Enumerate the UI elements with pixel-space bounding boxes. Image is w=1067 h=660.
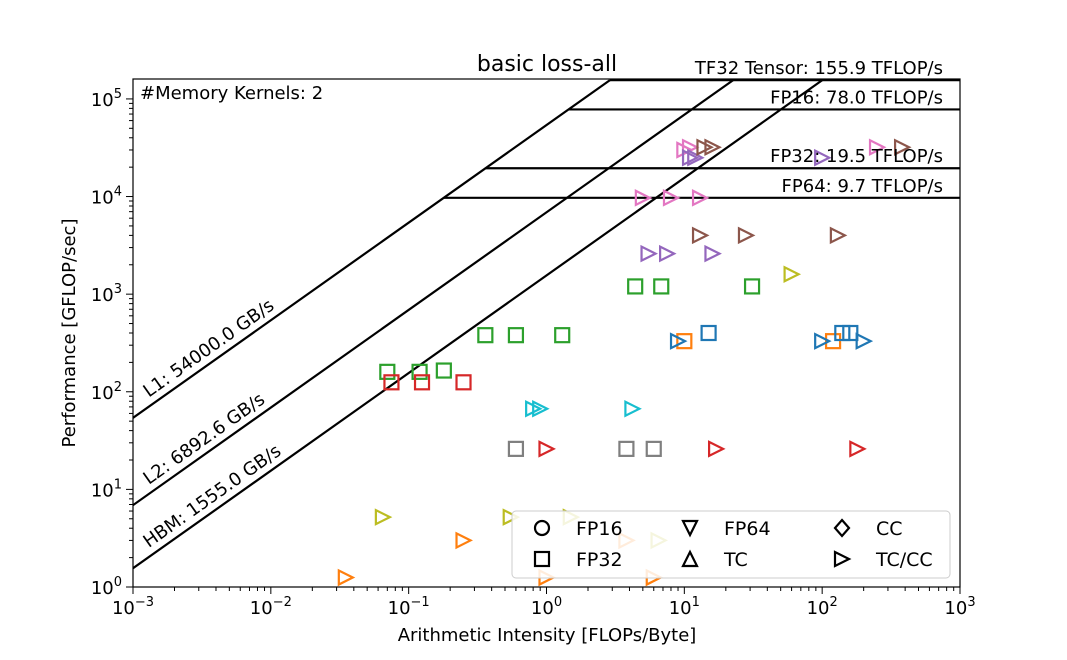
bandwidth-line [133, 79, 734, 507]
legend-label: TC [723, 549, 748, 571]
data-point [691, 226, 710, 245]
data-point [676, 333, 693, 350]
data-point [507, 327, 525, 344]
x-tick-label: 10−2 [250, 595, 292, 619]
ceiling-label: FP64: 9.7 TFLOP/s [782, 176, 943, 197]
data-point [645, 440, 662, 457]
legend-label: FP64 [724, 518, 771, 540]
data-point [554, 327, 571, 344]
x-tick-label: 10−1 [388, 595, 430, 619]
data-point [700, 324, 717, 342]
data-point [374, 508, 393, 526]
bandwidth-label: L1: 54000.0 GB/s [139, 295, 278, 402]
data-point [538, 440, 556, 458]
x-tick-label: 101 [669, 595, 700, 619]
legend-marker [833, 518, 851, 538]
data-point [814, 148, 832, 167]
legend-box [511, 510, 951, 579]
y-tick-label: 104 [91, 185, 122, 209]
ceiling-label: FP16: 78.0 TFLOP/s [770, 87, 943, 108]
data-point [691, 189, 710, 207]
data-point [704, 244, 722, 263]
data-point [640, 244, 659, 263]
y-tick-label: 102 [91, 380, 122, 404]
chart-title: basic loss-all [477, 52, 617, 77]
plot-area [133, 79, 960, 587]
data-point [737, 226, 756, 245]
data-point [662, 189, 681, 207]
data-point [669, 332, 688, 350]
data-point [379, 363, 396, 380]
legend-marker [681, 549, 699, 568]
x-tick-label: 10−3 [112, 595, 154, 619]
y-tick-label: 105 [91, 87, 122, 111]
data-point [824, 333, 842, 350]
data-point [435, 362, 452, 379]
x-tick-label: 102 [807, 595, 838, 619]
bandwidth-line [133, 79, 823, 570]
data-point [659, 244, 677, 263]
legend-label: CC [876, 518, 903, 540]
data-point [507, 440, 525, 457]
data-point [783, 265, 802, 284]
data-point [653, 278, 670, 295]
x-axis-label: Arithmetic Intensity [FLOPs/Byte] [398, 625, 697, 646]
data-point [855, 332, 874, 350]
legend-marker [681, 519, 699, 538]
data-point [532, 399, 550, 418]
data-point [814, 332, 832, 350]
data-point [704, 138, 722, 157]
y-axis-label: Performance [GFLOP/sec] [59, 219, 80, 448]
data-point [411, 363, 428, 380]
legend-marker [533, 519, 551, 537]
x-tick-label: 100 [531, 595, 562, 619]
legend-label: FP16 [576, 518, 623, 540]
legend-marker [833, 550, 852, 568]
x-tick-label: 103 [944, 595, 975, 619]
data-point [624, 399, 642, 418]
legend-label: TC/CC [875, 549, 933, 571]
y-tick-label: 103 [91, 282, 122, 306]
data-point [618, 440, 635, 457]
ceiling-label: FP32: 19.5 TFLOP/s [770, 146, 943, 167]
data-point [477, 327, 494, 344]
data-point [413, 374, 431, 391]
ceiling-label: TF32 Tensor: 155.9 TFLOP/s [694, 58, 943, 79]
y-tick-label: 100 [91, 575, 122, 599]
data-point [627, 278, 644, 295]
data-point [681, 148, 700, 167]
data-point [707, 440, 726, 458]
y-tick-label: 101 [91, 477, 122, 501]
legend-label: FP32 [576, 549, 623, 571]
data-point [829, 226, 848, 245]
data-point [502, 508, 521, 526]
data-point [868, 138, 887, 157]
data-point [337, 568, 356, 587]
memory-kernels-annotation: #Memory Kernels: 2 [140, 83, 323, 104]
data-point [383, 374, 400, 391]
data-point [842, 324, 859, 342]
data-point [893, 138, 912, 157]
legend: FP16 FP64 CC FP32 TC TC/CC [511, 510, 951, 579]
data-point [455, 531, 473, 550]
data-point [687, 148, 705, 167]
data-point [849, 440, 867, 458]
data-point [634, 189, 653, 207]
data-point [455, 374, 472, 391]
legend-marker [533, 550, 551, 568]
bandwidth-line [133, 79, 611, 419]
data-point [743, 278, 761, 295]
